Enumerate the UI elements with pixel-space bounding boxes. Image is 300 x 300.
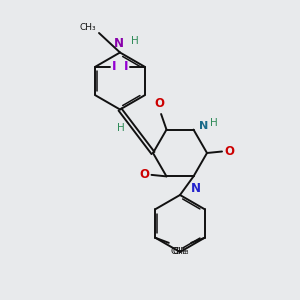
Text: N: N <box>113 37 124 50</box>
Text: O: O <box>224 145 234 158</box>
Text: O: O <box>154 98 165 110</box>
Text: H: H <box>210 118 218 128</box>
Text: O: O <box>140 168 149 182</box>
Text: CH₃: CH₃ <box>171 247 187 256</box>
Text: CH₃: CH₃ <box>80 22 97 32</box>
Text: N: N <box>191 182 201 195</box>
Text: H: H <box>117 123 124 133</box>
Text: CH₃: CH₃ <box>173 247 189 256</box>
Text: H: H <box>131 36 139 46</box>
Text: I: I <box>112 60 116 73</box>
Text: N: N <box>199 121 208 131</box>
Text: I: I <box>124 60 128 73</box>
